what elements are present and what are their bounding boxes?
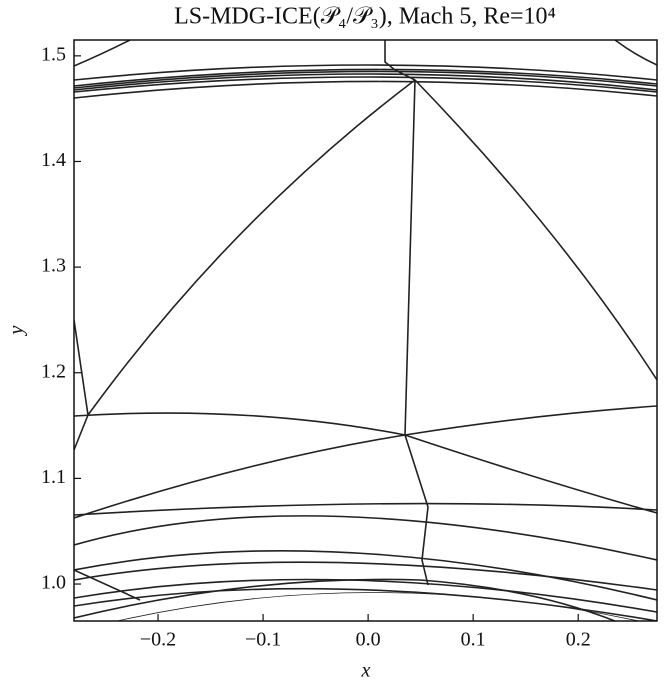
y-tick-label: 1.0 xyxy=(41,572,66,594)
y-tick-label: 1.4 xyxy=(41,149,66,171)
y-tick-label: 1.2 xyxy=(41,360,66,382)
x-tick-label: 0.1 xyxy=(461,629,486,651)
mesh-edges xyxy=(74,40,657,621)
x-tick-label: 0.0 xyxy=(356,629,381,651)
y-axis-label: y xyxy=(6,325,28,336)
y-tick-label: 1.5 xyxy=(41,43,66,65)
x-tick-label: −0.1 xyxy=(245,629,281,651)
x-tick-label: −0.2 xyxy=(140,629,176,651)
x-tick-label: 0.2 xyxy=(566,629,591,651)
plot-frame xyxy=(73,39,658,622)
chart-title: LS-MDG-ICE(𝒫₄/𝒫₃), Mach 5, Re=10⁴ xyxy=(174,4,556,30)
y-tick-label: 1.1 xyxy=(41,466,66,488)
x-axis-label: x xyxy=(361,660,371,682)
y-tick-label: 1.3 xyxy=(41,255,66,277)
